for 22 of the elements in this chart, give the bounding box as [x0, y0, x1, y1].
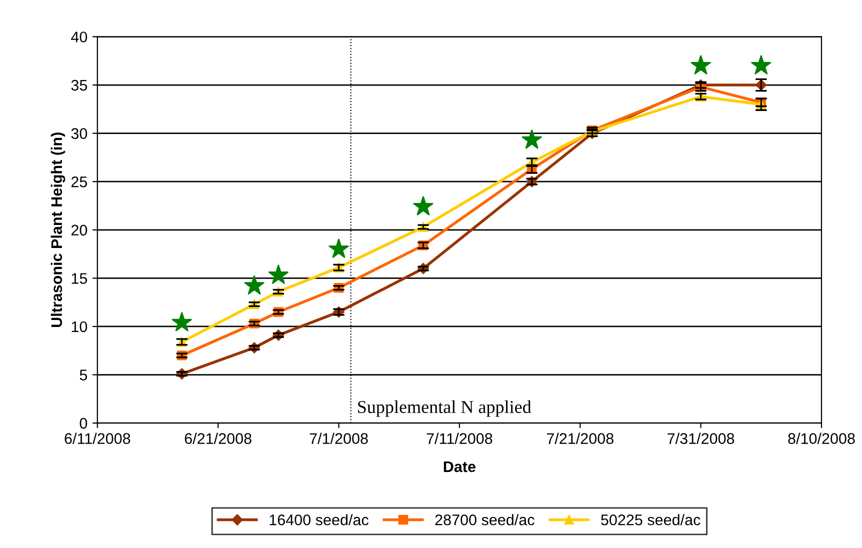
y-tick-label: 35 [71, 80, 88, 91]
x-tick-label: 7/31/2008 [668, 432, 734, 444]
legend-label: 50225 seed/ac [601, 514, 700, 526]
x-tick-label: 7/11/2008 [426, 432, 492, 444]
x-tick-label: 6/11/2008 [64, 432, 130, 444]
x-tick-label: 8/10/2008 [788, 432, 855, 444]
y-tick-label: 20 [71, 224, 88, 236]
y-tick-label: 30 [71, 128, 88, 139]
x-tick-label: 6/21/2008 [184, 432, 252, 444]
y-tick-label: 5 [80, 370, 88, 380]
x-tick-label: 7/1/2008 [310, 432, 368, 444]
y-tick-label: 25 [71, 176, 88, 188]
ref-line-label: Supplemental N applied [358, 400, 532, 417]
legend-label: 16400 seed/ac [270, 514, 368, 526]
legend-label: 28700 seed/ac [435, 514, 534, 526]
y-tick-label: 0 [80, 418, 88, 429]
y-axis-title: Ultrasonic Plant Height (in) [50, 132, 66, 327]
y-tick-label: 40 [71, 32, 88, 42]
x-tick-label: 7/21/2008 [546, 432, 614, 444]
y-tick-label: 10 [72, 321, 88, 332]
y-tick-label: 15 [72, 273, 88, 284]
x-axis-title: Date [444, 461, 476, 472]
